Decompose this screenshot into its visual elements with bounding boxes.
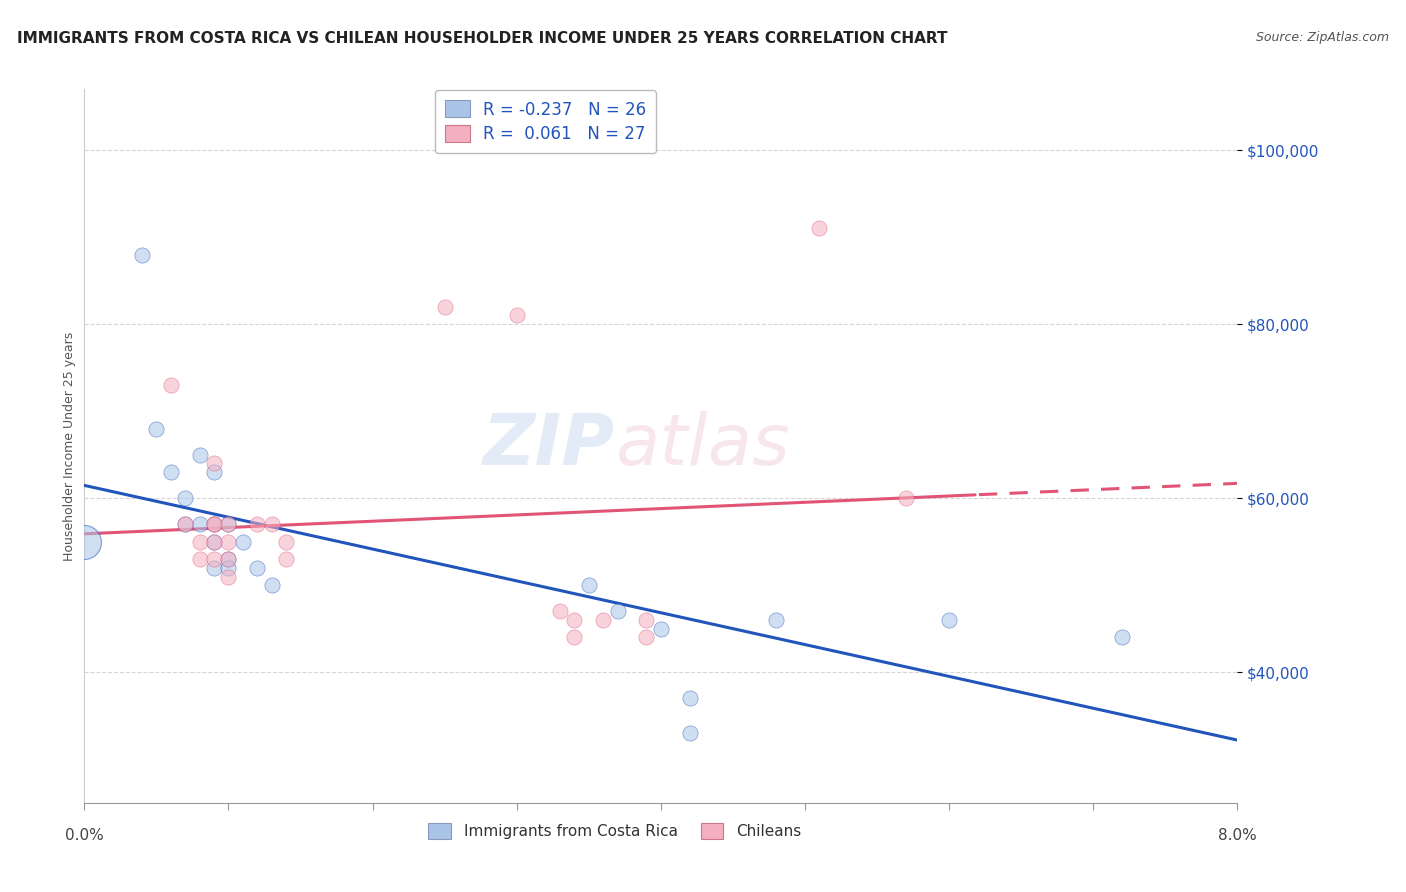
Point [202,534,225,549]
Point [188,517,211,532]
Point [232,534,254,549]
Point [246,561,269,575]
Point [548,604,571,618]
Point [765,613,787,627]
Point [260,578,283,592]
Point [218,561,240,575]
Point [202,517,225,532]
Point [276,534,298,549]
Point [202,457,225,471]
Point [202,517,225,532]
Point [188,448,211,462]
Point [679,691,702,706]
Point [202,534,225,549]
Point [679,726,702,740]
Point [894,491,917,506]
Point [636,631,658,645]
Point [202,517,225,532]
Point [636,613,658,627]
Point [433,300,456,314]
Point [73,534,96,549]
Text: Source: ZipAtlas.com: Source: ZipAtlas.com [1256,31,1389,45]
Point [1111,631,1133,645]
Point [246,517,269,532]
Point [174,517,197,532]
Point [578,578,600,592]
Point [160,378,183,392]
Point [174,491,197,506]
Text: 8.0%: 8.0% [1218,828,1257,843]
Point [188,552,211,566]
Point [564,631,586,645]
Point [202,465,225,479]
Point [202,561,225,575]
Point [260,517,283,532]
Point [218,517,240,532]
Text: 0.0%: 0.0% [65,828,104,843]
Point [174,517,197,532]
Point [650,622,672,636]
Point [606,604,628,618]
Legend: Immigrants from Costa Rica, Chileans: Immigrants from Costa Rica, Chileans [422,817,807,845]
Text: IMMIGRANTS FROM COSTA RICA VS CHILEAN HOUSEHOLDER INCOME UNDER 25 YEARS CORRELAT: IMMIGRANTS FROM COSTA RICA VS CHILEAN HO… [17,31,948,46]
Point [564,613,586,627]
Point [592,613,614,627]
Point [218,552,240,566]
Point [938,613,960,627]
Point [218,517,240,532]
Point [218,552,240,566]
Point [218,569,240,583]
Point [276,552,298,566]
Point [131,247,153,261]
Point [506,309,529,323]
Point [145,421,167,435]
Text: atlas: atlas [614,411,789,481]
Text: ZIP: ZIP [482,411,614,481]
Y-axis label: Householder Income Under 25 years: Householder Income Under 25 years [63,331,76,561]
Point [202,552,225,566]
Point [218,534,240,549]
Point [188,534,211,549]
Point [160,465,183,479]
Point [808,221,831,235]
